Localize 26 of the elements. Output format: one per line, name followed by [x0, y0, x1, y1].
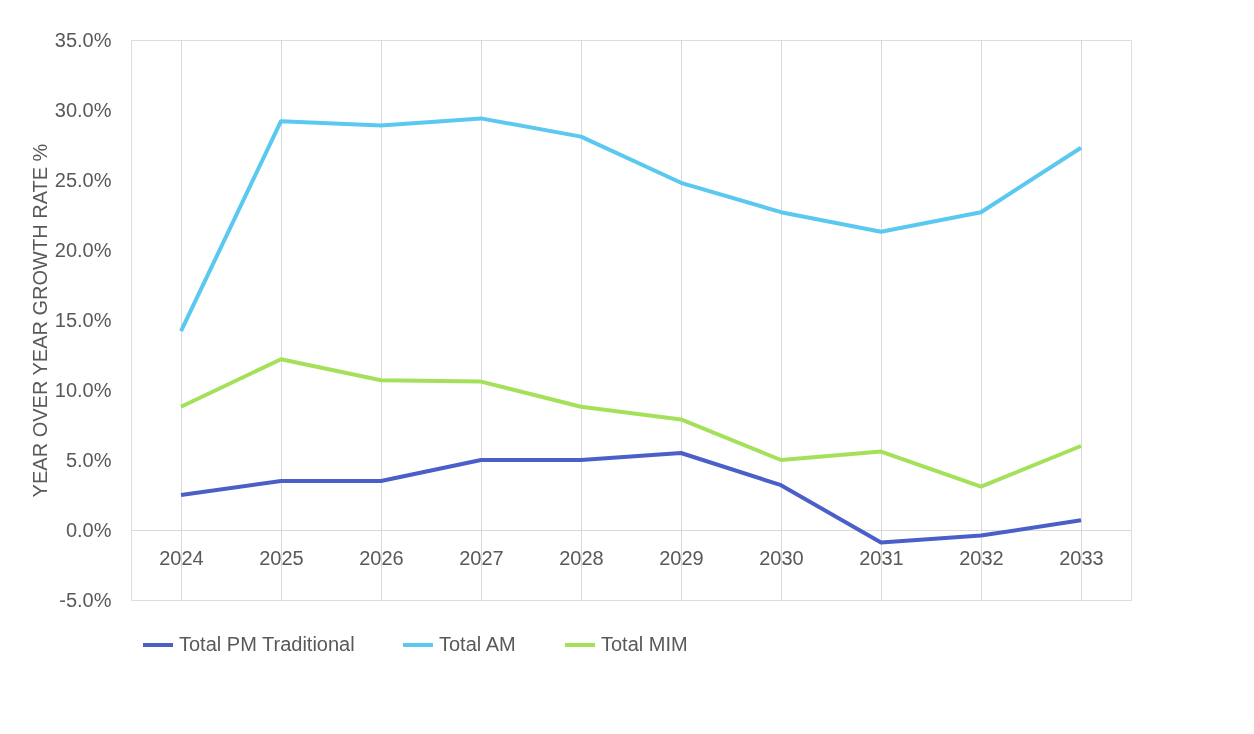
y-tick-label: 20.0%	[54, 238, 112, 261]
y-tick-label: 0.0%	[65, 518, 112, 541]
x-tick-label: 2033	[1059, 546, 1104, 569]
x-tick-label: 2031	[859, 546, 904, 569]
y-tick-label: -5.0%	[59, 588, 112, 611]
line-series	[179, 116, 1083, 334]
x-tick-label: 2025	[259, 546, 304, 569]
x-tick-label: 2026	[359, 546, 404, 569]
legend-label: Total PM Traditional	[179, 633, 355, 655]
x-tick-label: 2027	[459, 546, 504, 569]
legend-label: Total AM	[439, 633, 516, 655]
y-tick-label: 35.0%	[54, 28, 112, 51]
y-tick-label: 10.0%	[54, 378, 112, 401]
x-tick-label: 2032	[959, 546, 1004, 569]
x-tick-label: 2030	[759, 546, 804, 569]
x-tick-label: 2028	[559, 546, 604, 569]
y-tick-label: 25.0%	[54, 168, 112, 191]
y-axis-title: YEAR OVER YEAR GROWTH RATE %	[28, 143, 51, 498]
y-tick-label: 15.0%	[54, 308, 112, 331]
legend-label: Total MIM	[601, 633, 688, 655]
line-series	[179, 451, 1083, 545]
y-tick-label: 5.0%	[65, 448, 112, 471]
x-tick-label: 2029	[659, 546, 704, 569]
x-tick-label: 2024	[159, 546, 204, 569]
y-tick-label: 30.0%	[54, 98, 112, 121]
line-series	[179, 357, 1083, 489]
